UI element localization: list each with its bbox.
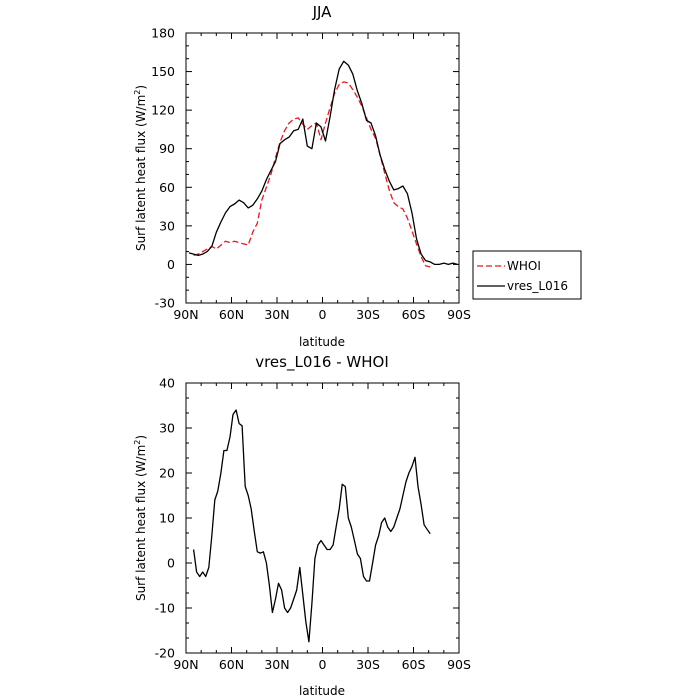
bottom-y-tick-label: 30	[159, 421, 175, 436]
legend-label-vres-l016: vres_L016	[507, 279, 568, 293]
bottom-y-tick-label: -20	[155, 646, 175, 661]
bottom-x-tick-label: 30S	[356, 657, 380, 672]
legend: WHOI vres_L016	[472, 250, 582, 300]
top-x-axis-label: latitude	[299, 335, 345, 349]
bottom-axis-ticks	[185, 382, 460, 654]
bottom-x-tick-label: 90S	[447, 657, 471, 672]
top-x-tick-label: 30S	[356, 307, 380, 322]
bottom-y-axis-label: Surf latent heat flux (W/m2)	[133, 435, 148, 601]
bottom-y-tick-labels: -20 -10 0 10 20 30 40	[155, 376, 175, 661]
bottom-x-tick-label: 60N	[219, 657, 244, 672]
bottom-y-axis-label-close: )	[134, 435, 148, 440]
top-x-tick-label: 60N	[219, 307, 244, 322]
bottom-series-vres-l016-whoi	[192, 409, 431, 643]
top-x-tick-label: 90S	[447, 307, 471, 322]
top-chart-title: JJA	[312, 3, 333, 21]
top-series-whoi	[193, 81, 431, 268]
legend-label-whoi: WHOI	[507, 259, 541, 273]
top-y-axis-label-close: )	[134, 85, 148, 90]
bottom-y-tick-label: -10	[155, 601, 175, 616]
top-x-tick-label: 0	[319, 307, 327, 322]
top-series-vres-l016	[188, 60, 458, 266]
bottom-x-axis-label: latitude	[299, 684, 345, 698]
bottom-x-tick-label: 0	[319, 657, 327, 672]
top-x-tick-label: 60S	[402, 307, 426, 322]
bottom-y-tick-label: 0	[167, 556, 175, 571]
bottom-plot-frame	[185, 382, 460, 654]
bottom-y-tick-label: 20	[159, 466, 175, 481]
top-panel: JJA 90N 60N 30N 0 30S 60S 90S -30 0 30 60 90 120 150…	[133, 3, 582, 349]
bottom-y-axis-label-main: Surf latent heat flux (W/m	[134, 445, 148, 601]
bottom-x-tick-label: 30N	[264, 657, 289, 672]
bottom-y-tick-label: 40	[159, 376, 175, 391]
top-x-tick-labels: 90N 60N 30N 0 30S 60S 90S	[173, 307, 471, 322]
top-y-tick-label: -30	[155, 296, 175, 311]
top-y-axis-label-superscript: 2	[133, 90, 142, 95]
top-y-tick-label: 0	[167, 257, 175, 272]
bottom-x-tick-label: 90N	[173, 657, 198, 672]
top-y-tick-label: 60	[159, 180, 175, 195]
bottom-y-axis-label-superscript: 2	[133, 440, 142, 445]
bottom-series-lines	[192, 409, 431, 643]
top-y-tick-label: 30	[159, 218, 175, 233]
top-x-tick-label: 90N	[173, 307, 198, 322]
top-y-tick-labels: -30 0 30 60 90 120 150 180	[151, 26, 175, 311]
top-plot-frame	[185, 32, 460, 304]
top-y-tick-label: 150	[151, 64, 175, 79]
top-y-tick-label: 120	[151, 103, 175, 118]
top-x-tick-label: 30N	[264, 307, 289, 322]
top-y-axis-label-main: Surf latent heat flux (W/m	[134, 95, 148, 251]
legend-box	[472, 250, 582, 300]
bottom-x-tick-labels: 90N 60N 30N 0 30S 60S 90S	[173, 657, 471, 672]
top-axis-ticks	[185, 32, 460, 304]
bottom-panel: vres_L016 - WHOI 90N 60N 30N 0 30S 60S 90S -20…	[133, 353, 471, 698]
top-y-tick-label: 180	[151, 26, 175, 41]
bottom-chart-title: vres_L016 - WHOI	[255, 353, 389, 372]
top-series-lines	[188, 60, 458, 268]
top-y-tick-label: 90	[159, 141, 175, 156]
bottom-y-tick-label: 10	[159, 511, 175, 526]
top-y-axis-label: Surf latent heat flux (W/m2)	[133, 85, 148, 251]
bottom-x-tick-label: 60S	[402, 657, 426, 672]
